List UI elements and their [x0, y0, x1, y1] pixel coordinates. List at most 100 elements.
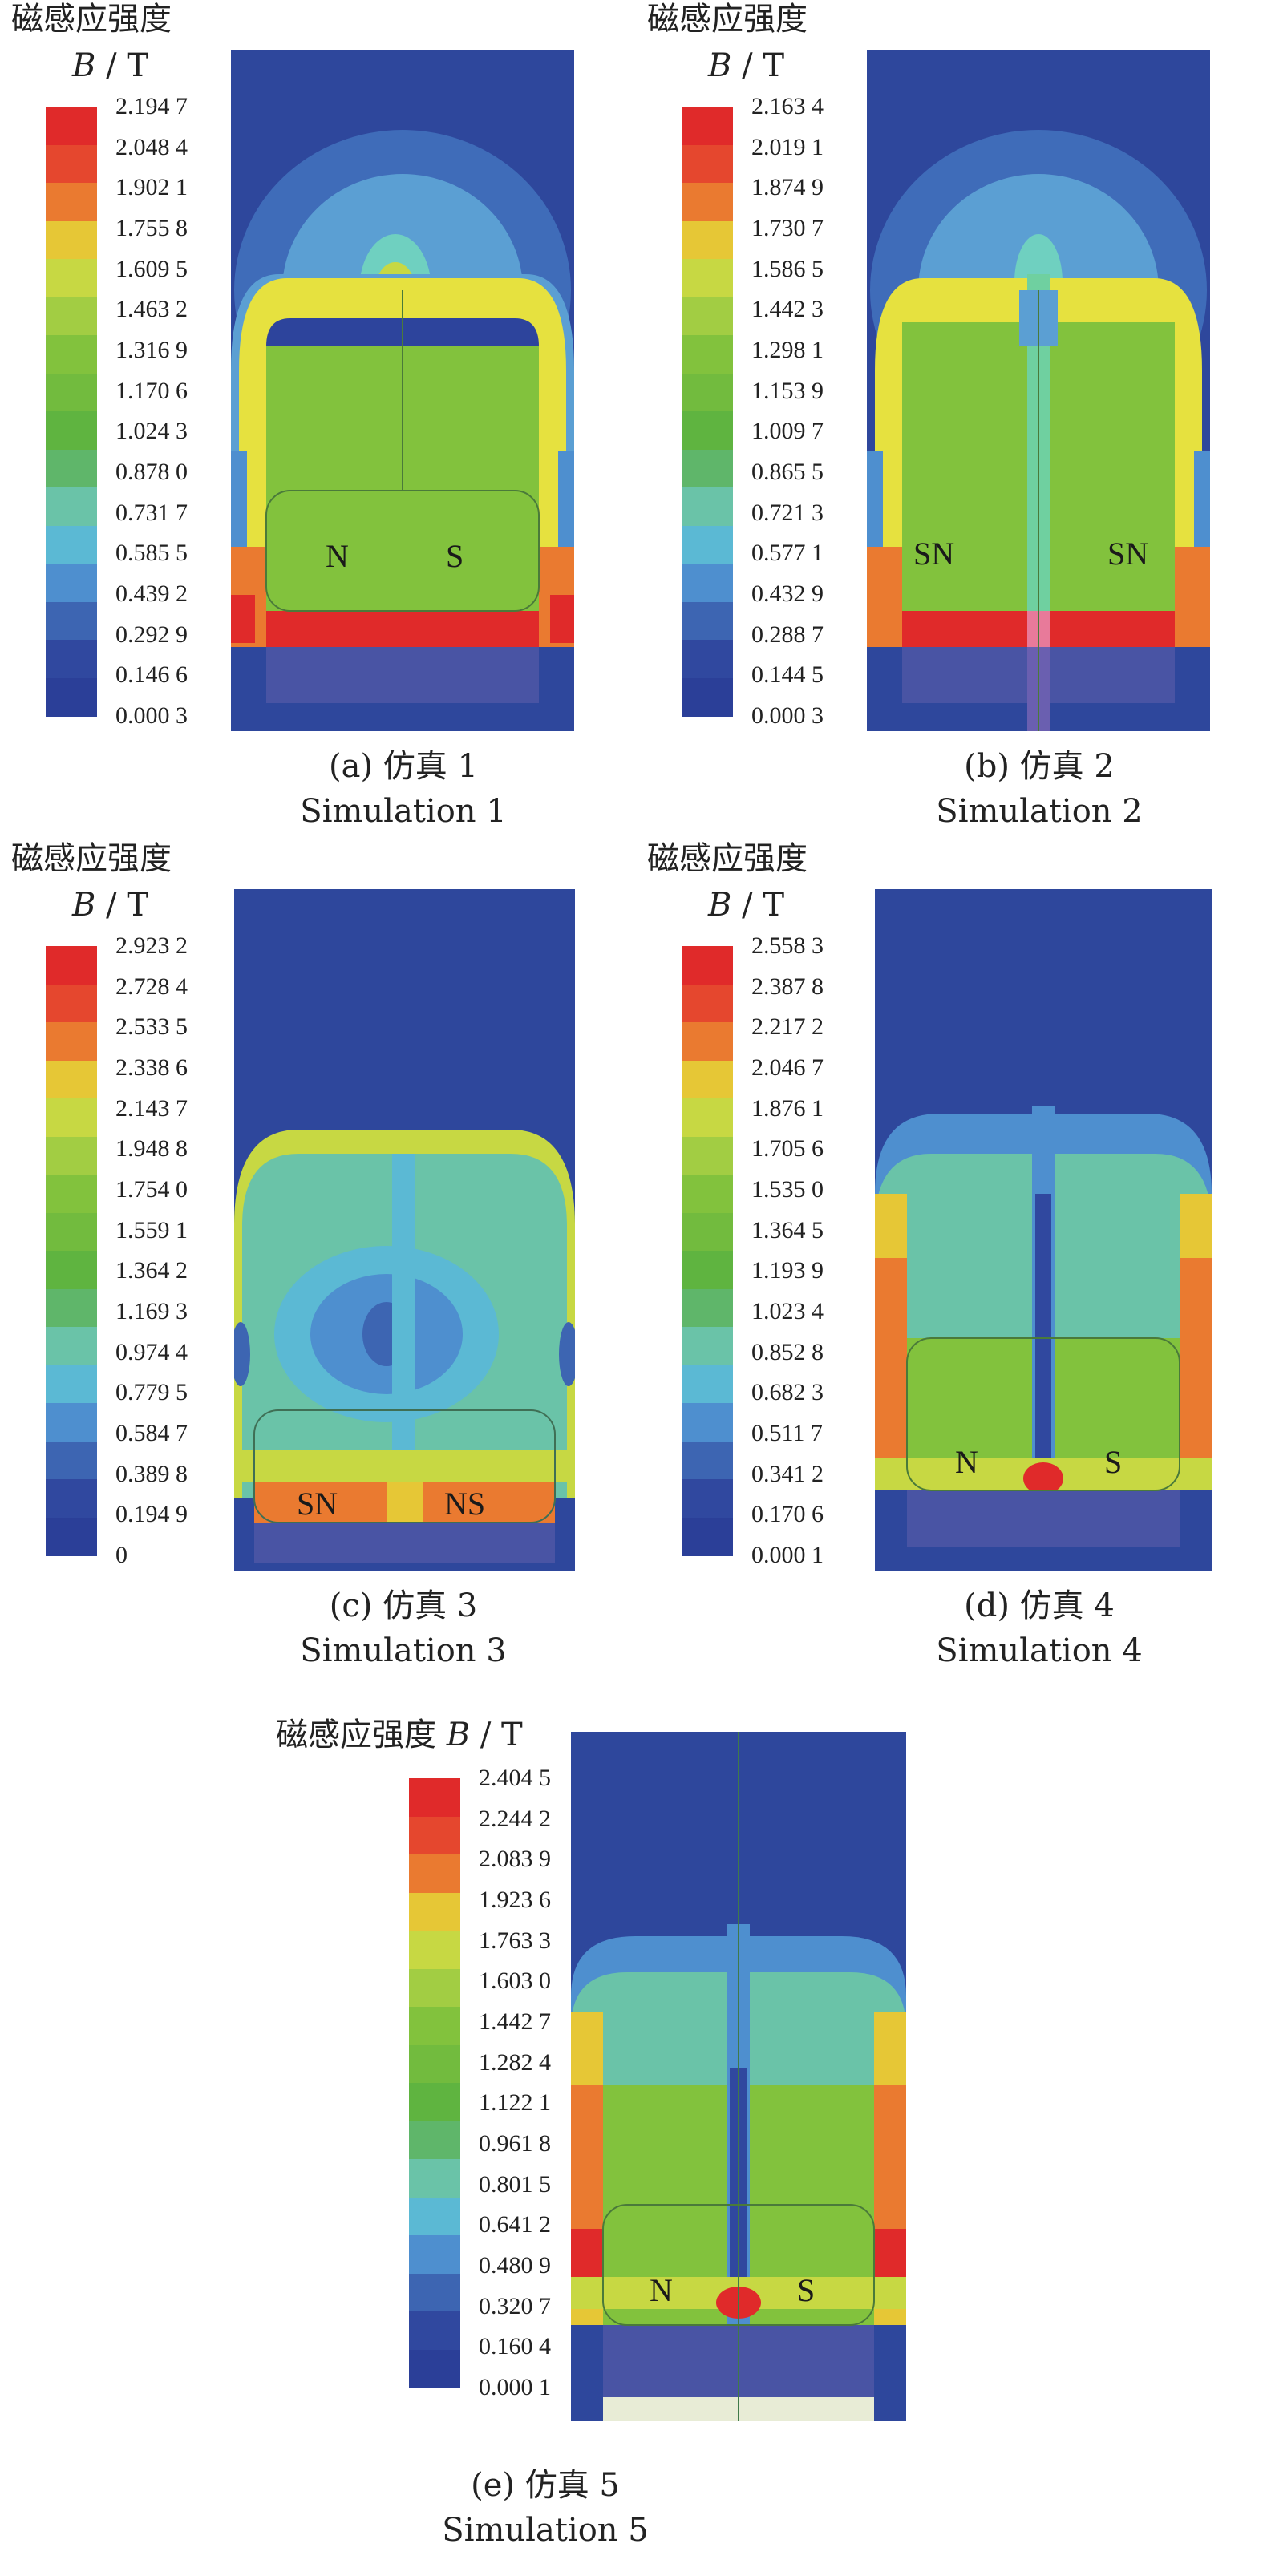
legend-swatch — [46, 1441, 97, 1480]
legend-swatch — [409, 2273, 460, 2312]
legend-tick-label: 0.731 7 — [115, 499, 188, 526]
legend-swatch — [46, 1175, 97, 1213]
legend-swatch — [46, 984, 97, 1023]
legend-tick-label: 0.721 3 — [751, 499, 824, 526]
legend-swatch — [682, 297, 733, 336]
legend-tick-label: 2.338 6 — [115, 1054, 188, 1081]
color-legend: 2.923 2 2.728 4 2.533 5 2.338 6 2.143 7 1.948… — [46, 934, 188, 1567]
legend-unit: B / T — [708, 47, 784, 84]
legend-swatch — [682, 1060, 733, 1099]
simulation-plot: N S — [571, 1732, 906, 2421]
legend-tick-label: 1.316 9 — [115, 337, 188, 363]
caption-cn: (c) 仿真 3 — [329, 1587, 478, 1624]
legend-tick-label: 0.000 1 — [751, 1542, 824, 1568]
legend-swatch — [409, 1968, 460, 2008]
legend-tick-label: 2.387 8 — [751, 973, 824, 1000]
caption-cn: (b) 仿真 2 — [964, 748, 1115, 785]
legend-tick-label: 1.023 4 — [751, 1298, 824, 1324]
legend-heading: 磁感应强度 — [647, 840, 808, 877]
legend-swatch — [682, 1098, 733, 1137]
legend-swatch — [409, 2235, 460, 2274]
legend-swatch — [409, 1854, 460, 1893]
legend-swatch — [46, 1212, 97, 1252]
color-legend: 2.163 4 2.019 1 1.874 9 1.730 7 1.586 5 1.442… — [682, 95, 824, 728]
legend-tick-label: 0.146 6 — [115, 661, 188, 689]
legend-swatch — [46, 449, 97, 488]
legend-swatch — [682, 1441, 733, 1480]
legend-swatch — [682, 640, 733, 678]
simulation-plot: SN NS — [234, 889, 575, 1571]
legend-tick-label: 0.852 8 — [751, 1338, 824, 1365]
legend-swatch — [682, 1517, 733, 1556]
legend-tick-label: 0.160 4 — [479, 2333, 551, 2360]
caption-en: Simulation 4 — [936, 1632, 1143, 1669]
legend-swatch — [46, 640, 97, 678]
legend-tick-label: 2.923 2 — [115, 932, 188, 959]
simulation-plot: SN SN — [867, 50, 1210, 731]
legend-tick-label: 1.298 1 — [751, 337, 824, 363]
legend-tick-label: 1.609 5 — [115, 255, 188, 282]
caption-cn: (e) 仿真 5 — [471, 2467, 620, 2504]
legend-swatch — [409, 1778, 460, 1817]
legend-tick-label: 0.000 3 — [115, 702, 188, 729]
legend-swatch — [46, 487, 97, 526]
color-legend: 2.404 5 2.244 2 2.083 9 1.923 6 1.763 3 1.603… — [409, 1766, 551, 2400]
legend-swatch — [682, 1479, 733, 1518]
pole-label-right: S — [797, 2272, 815, 2308]
legend-swatch — [46, 411, 97, 450]
legend-tick-label: 0.779 5 — [115, 1379, 188, 1406]
legend-swatch — [682, 487, 733, 526]
legend-swatch — [682, 1022, 733, 1061]
legend-tick-label: 1.364 5 — [751, 1216, 824, 1244]
legend-swatch — [46, 259, 97, 297]
legend-tick-label: 2.728 4 — [115, 973, 188, 1000]
simulation-plot: N S — [875, 889, 1212, 1571]
legend-tick-label: 0.439 2 — [115, 580, 188, 607]
figure-b: 磁感应强度 B / T 2.163 4 2.019 1 1.874 9 1.730 7… — [636, 0, 1263, 850]
legend-swatch — [682, 564, 733, 602]
legend-unit: B / T — [72, 887, 148, 924]
pole-label-right: NS — [444, 1486, 485, 1522]
legend-swatch — [682, 107, 733, 145]
legend-tick-label: 0.000 1 — [479, 2374, 551, 2400]
legend-swatch — [46, 144, 97, 184]
legend-tick-label: 2.244 2 — [479, 1805, 551, 1832]
legend-tick-label: 0.170 6 — [751, 1501, 824, 1528]
legend-tick-label: 0.584 7 — [115, 1420, 188, 1446]
caption-cn: (d) 仿真 4 — [964, 1587, 1115, 1624]
legend-swatch — [46, 335, 97, 374]
pole-label-left: SN — [913, 536, 954, 572]
legend-tick-label: 1.874 9 — [751, 174, 824, 201]
legend-tick-label: 0.000 3 — [751, 702, 824, 729]
legend-swatch — [682, 1403, 733, 1442]
legend-tick-label: 1.763 3 — [479, 1927, 551, 1954]
legend-swatch — [409, 2159, 460, 2198]
legend-swatch — [46, 297, 97, 336]
legend-swatch — [46, 1022, 97, 1061]
legend-tick-label: 0.432 9 — [751, 580, 824, 607]
legend-swatch — [682, 259, 733, 297]
legend-swatch — [682, 1212, 733, 1252]
caption-en: Simulation 5 — [442, 2512, 649, 2549]
legend-swatch — [682, 984, 733, 1023]
legend-tick-label: 2.019 1 — [751, 133, 824, 160]
legend-swatch — [46, 946, 97, 985]
legend-tick-label: 0.511 7 — [751, 1420, 823, 1446]
legend-tick-label: 0.341 2 — [751, 1460, 824, 1487]
legend-tick-label: 0.641 2 — [479, 2211, 551, 2238]
legend-swatch — [682, 1136, 733, 1175]
legend-tick-label: 2.163 4 — [751, 93, 824, 119]
legend-swatch — [682, 183, 733, 221]
legend-swatch — [409, 2197, 460, 2236]
legend-tick-label: 1.755 8 — [115, 215, 188, 241]
legend-tick-label: 0.292 9 — [115, 621, 188, 648]
legend-swatch — [46, 1365, 97, 1404]
legend-tick-label: 1.442 7 — [479, 2008, 551, 2035]
legend-tick-label: 1.876 1 — [751, 1094, 824, 1122]
legend-swatch — [682, 373, 733, 412]
legend-tick-label: 1.535 0 — [751, 1176, 824, 1203]
legend-tick-label: 1.923 6 — [479, 1887, 551, 1913]
legend-tick-label: 2.143 7 — [115, 1094, 188, 1122]
legend-swatch — [409, 1892, 460, 1931]
legend-swatch — [682, 946, 733, 985]
